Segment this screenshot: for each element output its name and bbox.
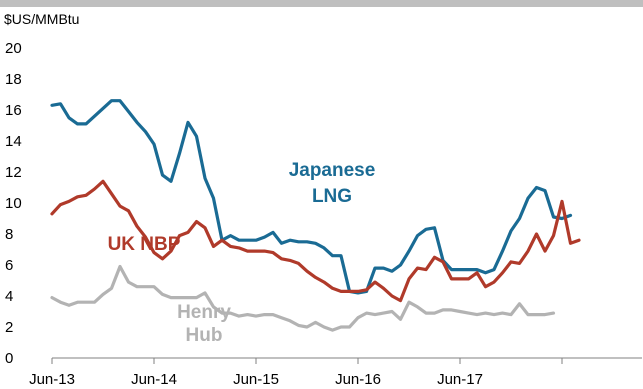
x-axis: Jun-13 Jun-14 Jun-15 Jun-16 Jun-17	[29, 357, 642, 388]
y-tick-label: 20	[5, 40, 22, 57]
y-tick-labels: 0 2 4 6 8 10 12 14 16 18 20	[5, 40, 22, 367]
series-lines	[50, 99, 581, 332]
x-tick-label: Jun-14	[131, 371, 177, 388]
y-tick-label: 8	[5, 226, 13, 243]
y-tick-label: 12	[5, 164, 22, 181]
series-annotation-label: Japanese	[289, 160, 376, 181]
y-tick-label: 0	[5, 350, 13, 367]
x-tick-label: Jun-16	[335, 371, 381, 388]
series-annotation-label: LNG	[312, 186, 352, 207]
y-tick-label: 2	[5, 319, 13, 336]
japanese-lng-series-line	[50, 99, 573, 295]
series-annotation-label: Hub	[186, 325, 223, 346]
y-tick-label: 4	[5, 288, 13, 305]
top-border	[0, 0, 643, 7]
y-tick-label: 18	[5, 71, 22, 88]
y-tick-label: 10	[5, 195, 22, 212]
henry-hub-series-line	[50, 264, 556, 332]
y-axis-unit-label: $US/MMBtu	[4, 11, 79, 27]
series-annotation-label: UK NBP	[108, 234, 181, 255]
y-tick-label: 16	[5, 102, 22, 119]
x-tick-label: Jun-17	[437, 371, 483, 388]
y-tick-label: 6	[5, 257, 13, 274]
uk-nbp-series-line	[50, 179, 581, 303]
y-tick-label: 14	[5, 133, 22, 150]
x-tick-label: Jun-15	[233, 371, 279, 388]
series-annotation-label: Henry	[177, 302, 231, 323]
x-tick-label: Jun-13	[29, 371, 75, 388]
